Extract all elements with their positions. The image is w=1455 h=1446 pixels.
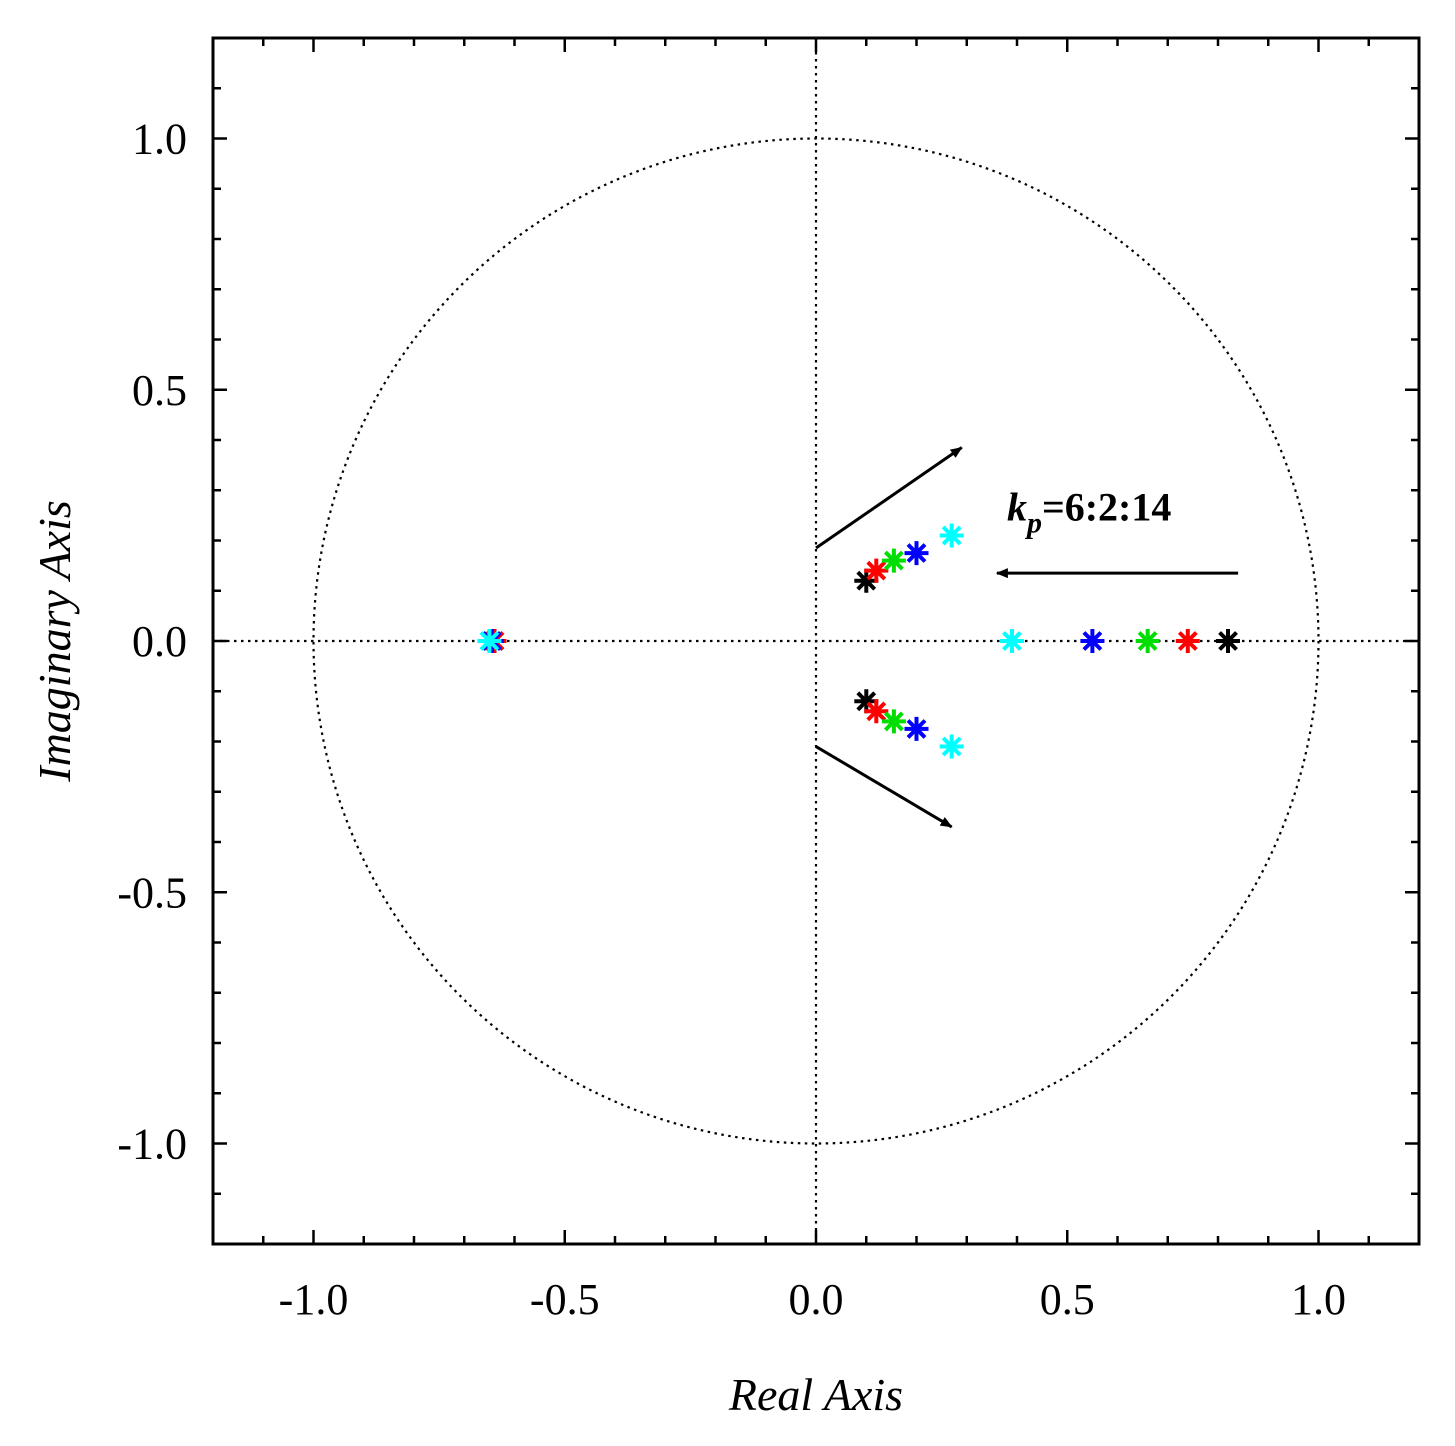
kp-annotation-k: k — [1007, 484, 1027, 529]
pole-marker — [881, 709, 906, 734]
x-tick-label: 0.5 — [1040, 1275, 1095, 1324]
pole-marker — [1000, 629, 1024, 653]
x-tick-label: 1.0 — [1291, 1275, 1346, 1324]
series-kp-14 — [477, 523, 1024, 759]
kp-annotation: kp=6:2:14 — [1007, 484, 1171, 539]
y-tick-label: -0.5 — [117, 868, 187, 917]
x-tick-label: -0.5 — [530, 1275, 600, 1324]
annotation-arrow — [815, 745, 953, 829]
annotation-arrows — [815, 446, 1239, 829]
pole-marker — [939, 523, 964, 548]
data-points — [477, 523, 1240, 759]
reference-lines — [213, 38, 1419, 1244]
pole-marker — [864, 699, 889, 724]
pole-marker — [939, 734, 964, 759]
pole-marker — [904, 541, 929, 566]
kp-annotation-range: =6:2:14 — [1042, 484, 1171, 529]
pole-marker — [477, 629, 502, 653]
x-tick-label: -1.0 — [279, 1275, 349, 1324]
pole-marker — [904, 716, 929, 741]
annotation-arrow — [815, 446, 963, 550]
y-tick-label: 1.0 — [132, 115, 187, 164]
kp-annotation-subscript: p — [1024, 506, 1042, 539]
pole-marker — [881, 548, 906, 573]
pole-marker — [1175, 629, 1200, 653]
pole-marker — [1216, 629, 1240, 653]
tick-labels: -1.0 -0.5 0.0 0.5 1.0 -1.0 -0.5 0.0 0.5 1.0 — [117, 115, 1346, 1325]
pole-marker — [854, 689, 879, 714]
y-tick-label: 0.5 — [132, 366, 187, 415]
plot-frame — [211, 36, 1421, 1246]
x-tick-label: 0.0 — [789, 1275, 844, 1324]
x-axis-title: Real Axis — [728, 1369, 903, 1420]
y-tick-label: -1.0 — [117, 1120, 187, 1169]
pole-marker — [854, 568, 879, 593]
pole-marker — [864, 558, 889, 583]
y-axis-title: Imaginary Axis — [29, 500, 80, 783]
pole-marker — [1080, 629, 1105, 653]
unit-circle — [312, 137, 1320, 1145]
y-tick-label: 0.0 — [132, 617, 187, 666]
pole-marker — [1135, 629, 1160, 653]
